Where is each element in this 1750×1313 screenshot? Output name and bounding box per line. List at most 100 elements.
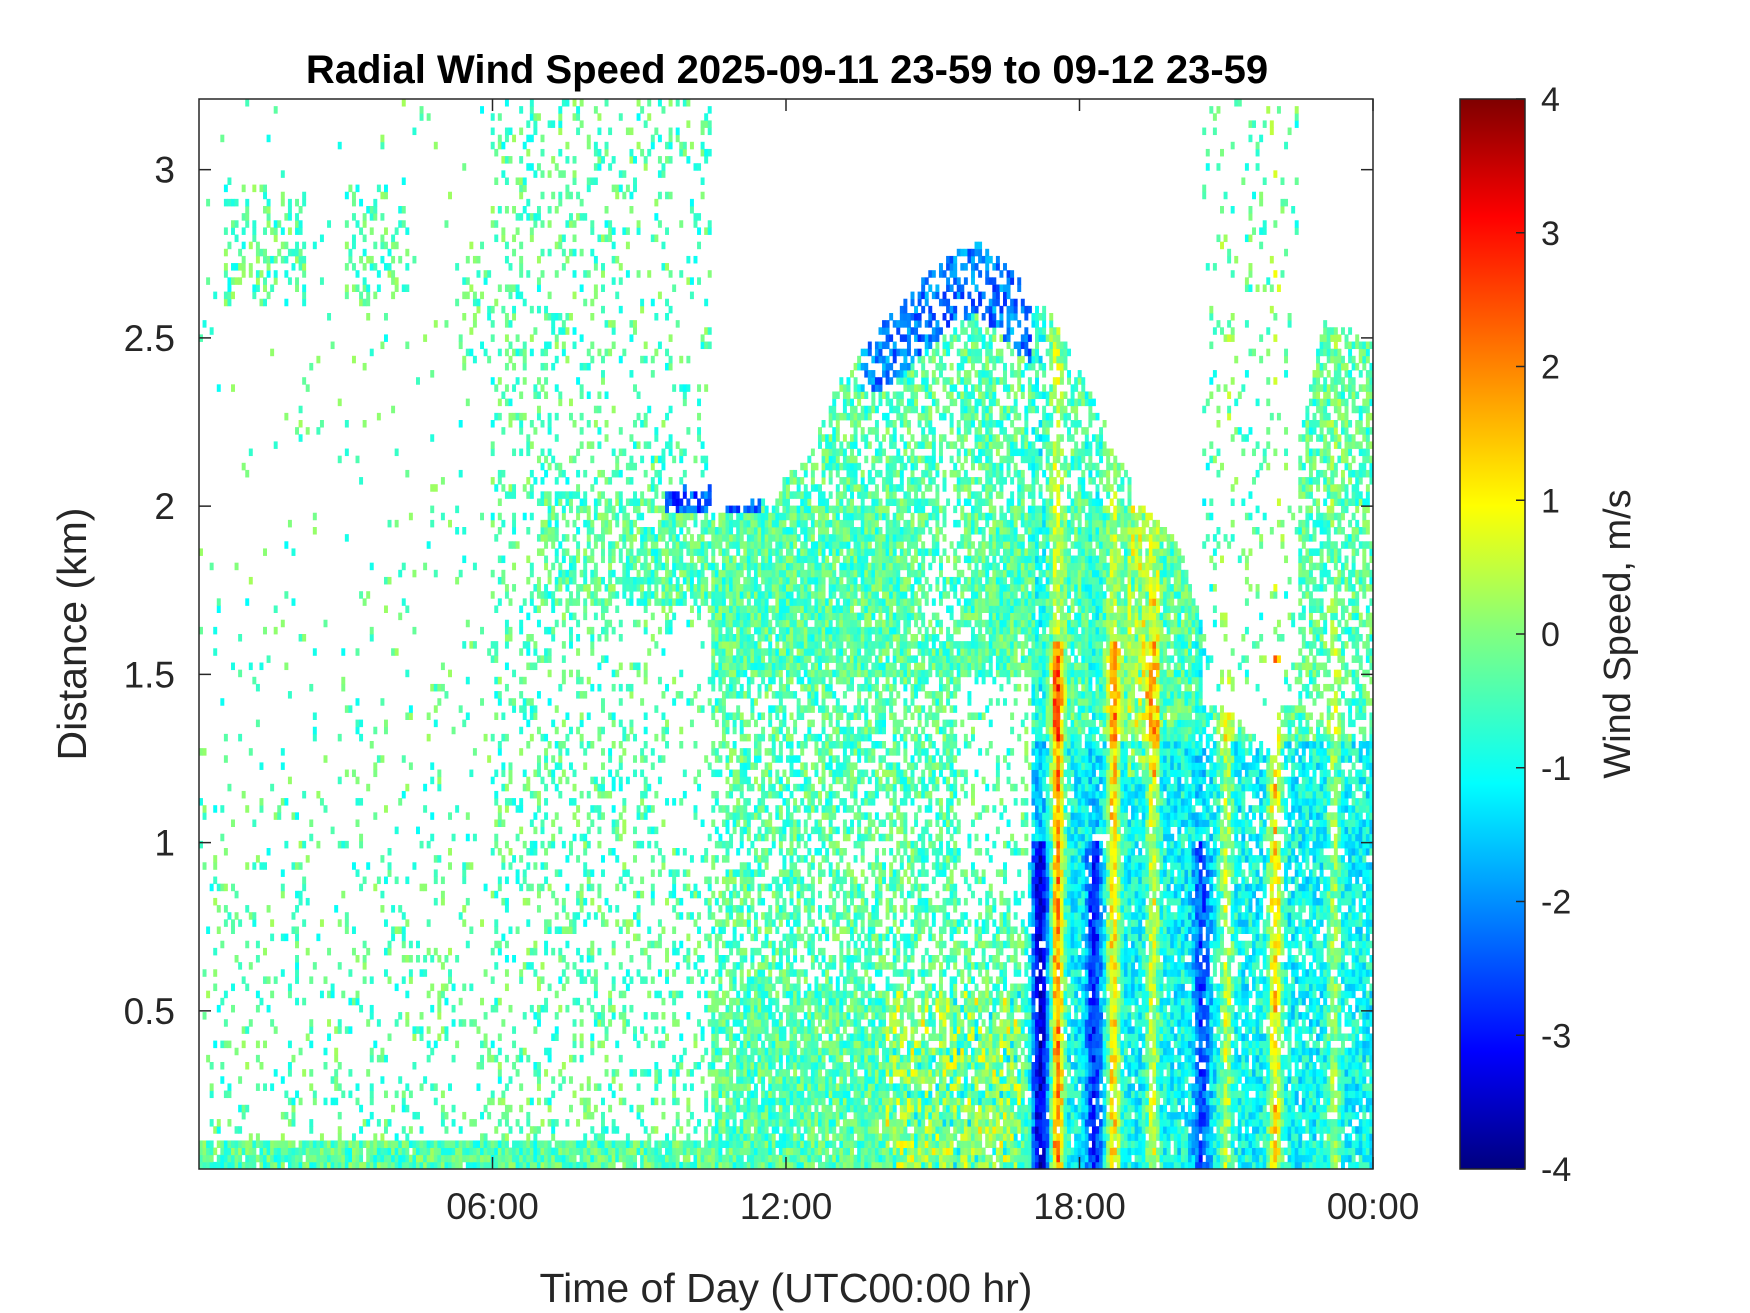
heatmap-cell: [729, 626, 734, 635]
heatmap-cell: [472, 641, 477, 649]
heatmap-cell: [757, 883, 762, 892]
heatmap-cell: [508, 491, 513, 499]
heatmap-cell: [444, 1033, 449, 1041]
heatmap-cell: [373, 1140, 378, 1148]
heatmap-cell: [700, 341, 705, 350]
heatmap-cell: [223, 1154, 228, 1163]
heatmap-cell: [757, 584, 762, 592]
heatmap-cell: [330, 1147, 335, 1156]
heatmap-cell: [686, 1012, 691, 1020]
heatmap-cell: [209, 1140, 214, 1148]
heatmap-cell: [718, 905, 723, 913]
heatmap-cell: [529, 1004, 534, 1013]
heatmap-cell: [490, 441, 495, 449]
heatmap-cell: [771, 997, 776, 1006]
heatmap-cell: [764, 1019, 769, 1027]
heatmap-cell: [451, 1104, 456, 1113]
heatmap-cell: [273, 270, 278, 278]
heatmap-cell: [650, 576, 655, 585]
heatmap-cell: [750, 541, 755, 549]
heatmap-cell: [629, 477, 634, 485]
heatmap-cell: [729, 997, 734, 1006]
heatmap-cell: [255, 1040, 260, 1049]
heatmap-cell: [508, 341, 513, 350]
heatmap-cell: [739, 512, 744, 521]
heatmap-cell: [707, 120, 712, 128]
heatmap-cell: [558, 1069, 563, 1077]
heatmap-cell: [697, 1154, 702, 1163]
heatmap-cell: [576, 855, 581, 863]
heatmap-cell: [369, 741, 374, 749]
heatmap-cell: [618, 555, 623, 564]
heatmap-cell: [426, 541, 431, 549]
heatmap-cell: [597, 348, 602, 357]
heatmap-cell: [661, 997, 666, 1006]
heatmap-cell: [319, 990, 324, 999]
heatmap-cell: [647, 926, 652, 934]
heatmap-cell: [714, 1147, 719, 1156]
heatmap-cell: [508, 284, 513, 292]
heatmap-cell: [238, 1104, 243, 1113]
heatmap-cell: [721, 519, 726, 528]
heatmap-cell: [721, 733, 726, 742]
heatmap-cell: [736, 1033, 741, 1041]
heatmap-cell: [704, 227, 709, 235]
heatmap-cell: [590, 548, 595, 556]
heatmap-cell: [280, 1133, 285, 1141]
heatmap-cell: [476, 298, 481, 307]
heatmap-cell: [725, 548, 730, 556]
heatmap-cell: [771, 1026, 776, 1034]
heatmap-cell: [707, 1004, 712, 1013]
heatmap-cell: [576, 512, 581, 521]
heatmap-cell: [768, 1004, 773, 1013]
heatmap-cell: [693, 213, 698, 221]
heatmap-cell: [526, 1147, 531, 1156]
heatmap-cell: [558, 327, 563, 335]
heatmap-cell: [554, 534, 559, 542]
heatmap-cell: [558, 947, 563, 956]
heatmap-cell: [440, 662, 445, 671]
heatmap-cell: [522, 1047, 527, 1056]
heatmap-cell: [298, 206, 303, 214]
heatmap-cell: [593, 598, 598, 606]
heatmap-cell: [451, 726, 456, 735]
heatmap-cell: [629, 498, 634, 506]
heatmap-cell: [565, 883, 570, 892]
heatmap-cell: [718, 833, 723, 842]
heatmap-cell: [568, 1104, 573, 1113]
heatmap-cell: [746, 626, 751, 635]
heatmap-cell: [753, 1083, 758, 1091]
heatmap-cell: [590, 634, 595, 642]
heatmap-cell: [334, 1083, 339, 1091]
heatmap-cell: [522, 362, 527, 371]
heatmap-cell: [522, 676, 527, 685]
heatmap-cell: [561, 619, 566, 628]
heatmap-cell: [697, 912, 702, 920]
heatmap-cell: [700, 1147, 705, 1156]
heatmap-cell: [501, 170, 506, 178]
heatmap-cell: [590, 1154, 595, 1163]
heatmap-cell: [654, 990, 659, 999]
heatmap-cell: [753, 655, 758, 663]
heatmap-cell: [757, 541, 762, 549]
heatmap-cell: [753, 1147, 758, 1156]
heatmap-cell: [729, 1083, 734, 1091]
heatmap-cell: [693, 919, 698, 927]
heatmap-cell: [327, 1147, 332, 1156]
heatmap-cell: [220, 1140, 225, 1148]
heatmap-cell: [686, 569, 691, 578]
heatmap-cell: [736, 869, 741, 877]
heatmap-cell: [522, 141, 527, 150]
heatmap-cell: [682, 883, 687, 892]
heatmap-cell: [739, 826, 744, 835]
heatmap-cell: [721, 1154, 726, 1163]
heatmap-cell: [440, 512, 445, 521]
heatmap-cell: [544, 362, 549, 371]
heatmap-cell: [693, 1126, 698, 1134]
heatmap-cell: [234, 912, 239, 920]
heatmap-cell: [714, 940, 719, 949]
heatmap-cell: [334, 1161, 339, 1169]
heatmap-cell: [654, 434, 659, 442]
heatmap-cell: [739, 634, 744, 642]
heatmap-cell: [661, 548, 666, 556]
